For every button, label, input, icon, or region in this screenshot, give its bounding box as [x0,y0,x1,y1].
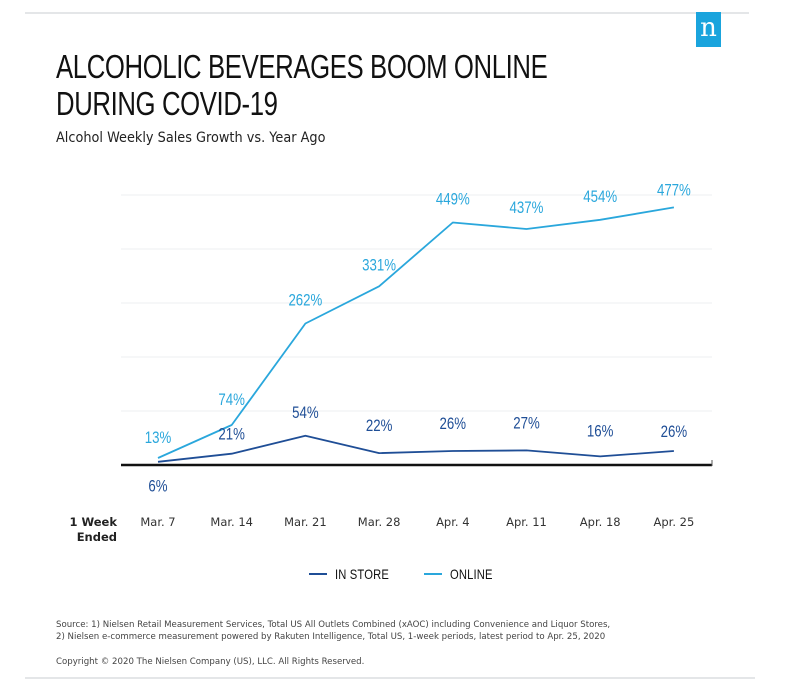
data-label-in-store: 6% [148,477,167,496]
logo-letter: n [700,13,717,43]
data-label-online: 331% [362,256,396,275]
gridlines [121,194,712,412]
legend-item-online: ONLINE [424,566,503,582]
series-line-in-store [157,434,674,463]
chart-title: ALCOHOLIC BEVERAGES BOOM ONLINE DURING C… [56,48,548,122]
chart-subtitle: Alcohol Weekly Sales Growth vs. Year Ago [56,130,326,146]
data-labels: 6% 21% 54% 22% 26% 27% 16% 26% 13% 74% 262% 331% 449… [145,181,691,496]
x-tick-label: Mar. 21 [284,515,327,529]
legend-label-in-store: IN STORE [335,566,389,582]
data-label-online: 437% [510,199,544,218]
bottom-divider [25,677,755,679]
data-label-in-store: 27% [513,414,540,433]
data-label-in-store: 26% [440,414,467,433]
x-tick-labels: Mar. 7 Mar. 14 Mar. 21 Mar. 28 Apr. 4 Apr. 11… [140,515,694,529]
series-line-online [157,206,675,459]
data-label-in-store: 21% [218,425,245,444]
x-tick-label: Mar. 7 [140,515,175,529]
nielsen-logo: n [696,12,721,47]
legend: IN STORE ONLINE [309,566,526,582]
x-axis-title-line-2: Ended [76,530,117,544]
data-label-in-store: 16% [587,422,614,441]
title-line-1: ALCOHOLIC BEVERAGES BOOM ONLINE [56,48,548,85]
data-label-in-store: 54% [292,403,319,422]
x-axis-title-line-1: 1 Week [69,515,117,529]
source-note: Source: 1) Nielsen Retail Measurement Se… [56,619,610,643]
x-tick-label: Apr. 11 [506,515,547,529]
data-label-online: 13% [145,428,172,447]
x-tick-label: Mar. 14 [210,515,253,529]
top-divider [25,12,749,14]
data-label-in-store: 22% [366,417,393,436]
x-tick-label: Apr. 4 [436,515,469,529]
x-tick-label: Apr. 25 [654,515,695,529]
data-label-online: 449% [436,190,470,209]
source-line-2: 2) Nielsen e-commerce measurement powere… [56,632,606,642]
data-label-online: 262% [288,291,322,310]
source-line-1: Source: 1) Nielsen Retail Measurement Se… [56,620,611,630]
x-axis [121,460,713,467]
x-tick-label: Apr. 18 [580,515,621,529]
legend-swatch-in-store [309,573,327,575]
copyright: Copyright © 2020 The Nielsen Company (US… [56,657,365,667]
data-label-in-store: 26% [661,422,688,441]
title-line-2: DURING COVID-19 [56,85,278,122]
legend-swatch-online [424,573,443,575]
x-tick-label: Mar. 28 [358,515,401,529]
data-label-online: 477% [657,181,691,200]
data-label-online: 74% [218,391,245,410]
legend-label-online: ONLINE [450,566,494,582]
series-lines [157,206,675,463]
data-label-online: 454% [583,187,617,206]
legend-item-in-store: IN STORE [309,566,402,582]
x-axis-title: 1 Week Ended [60,515,117,545]
